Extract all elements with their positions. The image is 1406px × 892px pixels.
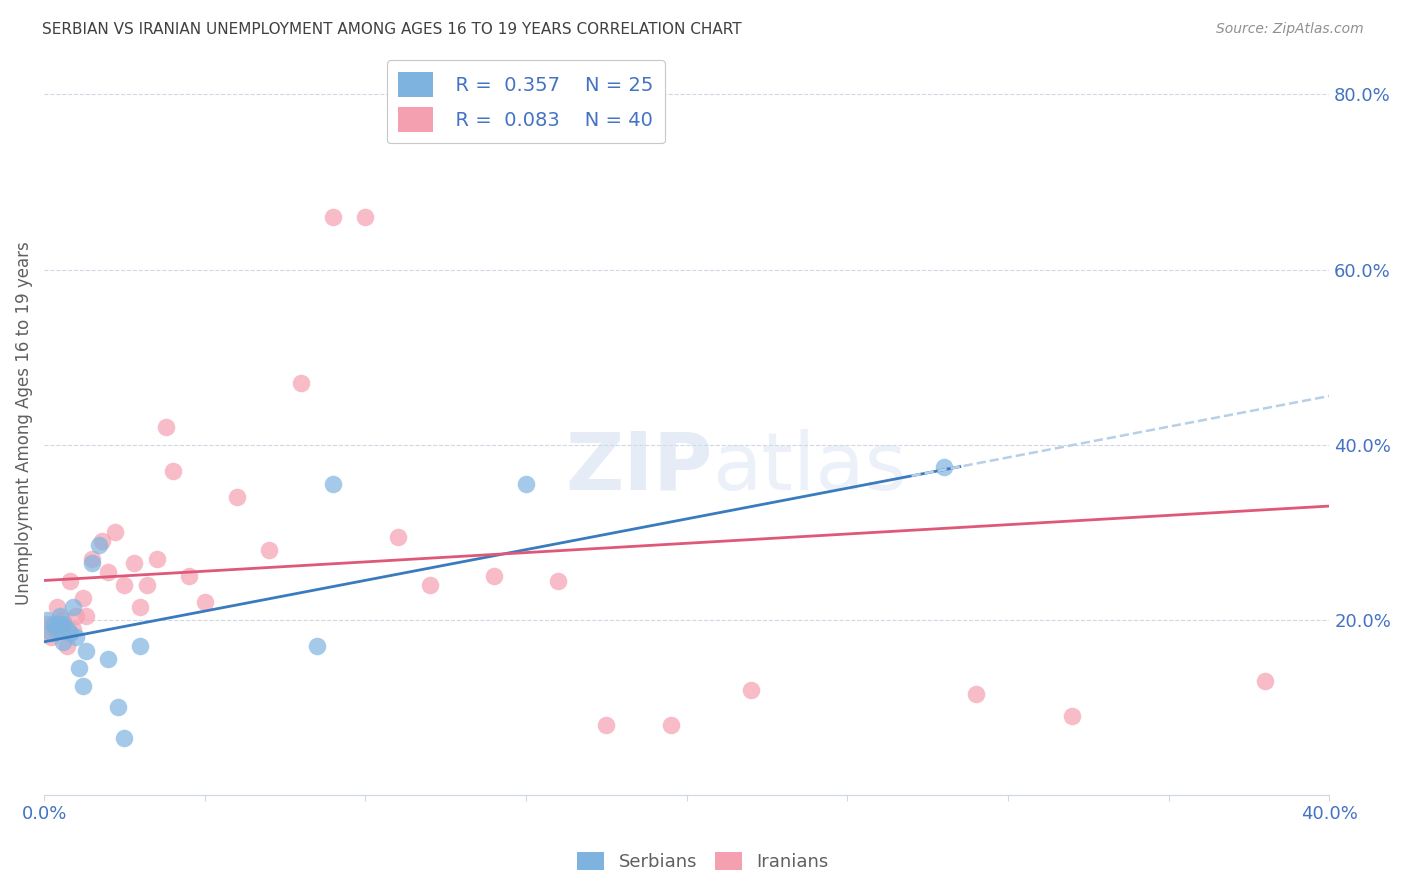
Point [39,631,62,645]
Point [307,639,329,653]
Point [55,622,77,636]
Point [65,608,87,623]
Point [1062,709,1084,723]
Point [72,591,94,605]
Point [122,556,145,570]
Point [419,578,441,592]
Point [59,574,82,588]
Point [97,652,120,666]
Point [659,718,682,732]
Point [595,718,617,732]
Point [145,551,167,566]
Point [75,608,97,623]
Y-axis label: Unemployment Among Ages 16 to 19 years: Unemployment Among Ages 16 to 19 years [15,241,32,605]
Point [42,617,65,632]
Point [46,599,69,614]
Point [91,534,114,549]
Point [135,578,157,592]
Point [49,617,72,632]
Point [39,626,62,640]
Point [49,622,72,636]
Point [932,459,955,474]
Text: SERBIAN VS IRANIAN UNEMPLOYMENT AMONG AGES 16 TO 19 YEARS CORRELATION CHART: SERBIAN VS IRANIAN UNEMPLOYMENT AMONG AG… [42,22,742,37]
Point [37,613,59,627]
Point [52,613,75,627]
Text: ZIP: ZIP [565,428,713,507]
Point [97,565,120,579]
Point [65,631,87,645]
Point [62,599,84,614]
Point [387,530,409,544]
Point [42,622,65,636]
Point [82,551,104,566]
Point [87,539,110,553]
Point [52,635,75,649]
Point [155,420,177,434]
Point [82,556,104,570]
Point [177,569,200,583]
Point [515,477,537,491]
Point [194,595,217,609]
Point [37,617,59,632]
Point [1254,674,1277,689]
Text: Source: ZipAtlas.com: Source: ZipAtlas.com [1216,22,1364,37]
Text: atlas: atlas [713,428,907,507]
Point [482,569,505,583]
Point [52,617,75,632]
Point [129,639,152,653]
Legend:   R =  0.357    N = 25,   R =  0.083    N = 40: R = 0.357 N = 25, R = 0.083 N = 40 [387,61,665,144]
Point [740,683,762,698]
Point [257,542,280,557]
Point [322,477,344,491]
Legend: Serbians, Iranians: Serbians, Iranians [569,845,837,879]
Point [46,622,69,636]
Point [104,525,127,540]
Point [162,464,184,478]
Point [59,626,82,640]
Point [107,700,129,714]
Point [72,679,94,693]
Point [69,661,91,675]
Point [225,491,247,505]
Point [75,643,97,657]
Point [290,376,312,391]
Point [114,578,136,592]
Point [354,210,377,224]
Point [965,687,987,701]
Point [129,599,152,614]
Point [49,608,72,623]
Point [114,731,136,746]
Point [547,574,569,588]
Point [55,639,77,653]
Point [62,622,84,636]
Point [322,210,344,224]
